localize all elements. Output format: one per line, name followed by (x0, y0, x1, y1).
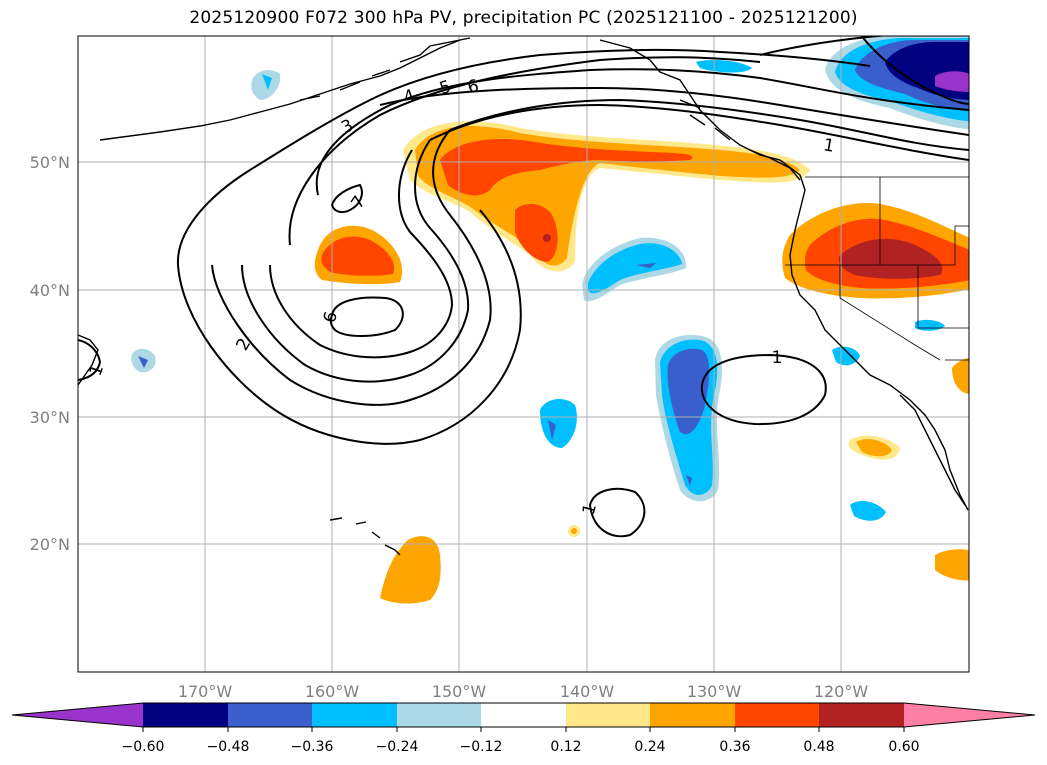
colorbar-segment (566, 703, 650, 727)
colorbar-segment (650, 703, 735, 727)
colorbar-tick-label: 0.24 (634, 739, 665, 755)
colorbar-segment (819, 703, 904, 727)
colorbar-segment (481, 703, 566, 727)
plot-frame (77, 35, 970, 673)
lat-label: 20°N (30, 535, 70, 554)
precip-band-north-red2 (515, 203, 558, 262)
colorbar-extend-max (904, 703, 1035, 727)
colorbar-tick-label: 0.36 (719, 739, 750, 755)
colorbar-tick-label: −0.24 (376, 739, 419, 755)
colorbar-tick-label: 0.60 (888, 739, 919, 755)
lon-label: 150°W (432, 682, 487, 701)
colorbar-tick-label: −0.12 (460, 739, 503, 755)
lon-label: 170°W (178, 682, 233, 701)
colorbar-tick-label: −0.48 (207, 739, 250, 755)
colorbar-segment (312, 703, 397, 727)
pv-contours (78, 36, 969, 538)
lon-label: 160°W (305, 682, 360, 701)
lon-label: 130°W (687, 682, 742, 701)
pv-label-1-east: 1 (772, 348, 783, 368)
colorbar: −0.60 −0.48 −0.36 −0.24 −0.12 0.12 0.24 … (11, 702, 1036, 755)
longitude-labels: 170°W 160°W 150°W 140°W 130°W 120°W (178, 682, 869, 701)
colorbar-segment (397, 703, 481, 727)
graticule (78, 36, 969, 672)
colorbar-tick-label: −0.60 (122, 739, 165, 755)
map-title: 2025120900 F072 300 hPa PV, precipitatio… (189, 8, 858, 28)
colorbar-segment (735, 703, 819, 727)
coastlines (78, 37, 969, 556)
precip-blob-hawaii (380, 536, 441, 604)
latitude-labels: 50°N 40°N 30°N 20°N (30, 153, 70, 554)
precip-shading (131, 36, 969, 604)
lat-label: 50°N (30, 153, 70, 172)
lat-label: 30°N (30, 408, 70, 427)
pv-label-6-closed: 6 (320, 309, 342, 325)
pv-label-6-north: 6 (465, 76, 481, 98)
borders (785, 176, 969, 361)
pv-label-1-northeast: 1 (822, 135, 836, 157)
pv-label-1-south: 1 (579, 501, 601, 517)
precip-band-north-red (440, 139, 693, 196)
lon-label: 120°W (814, 682, 869, 701)
colorbar-tick-label: 0.48 (803, 739, 834, 755)
colorbar-tick-label: −0.36 (291, 739, 334, 755)
colorbar-segment (143, 703, 228, 727)
colorbar-tick-label: 0.12 (550, 739, 581, 755)
lon-label: 140°W (560, 682, 615, 701)
lat-label: 40°N (30, 281, 70, 300)
colorbar-segment (228, 703, 312, 727)
colorbar-extend-min (12, 703, 143, 727)
